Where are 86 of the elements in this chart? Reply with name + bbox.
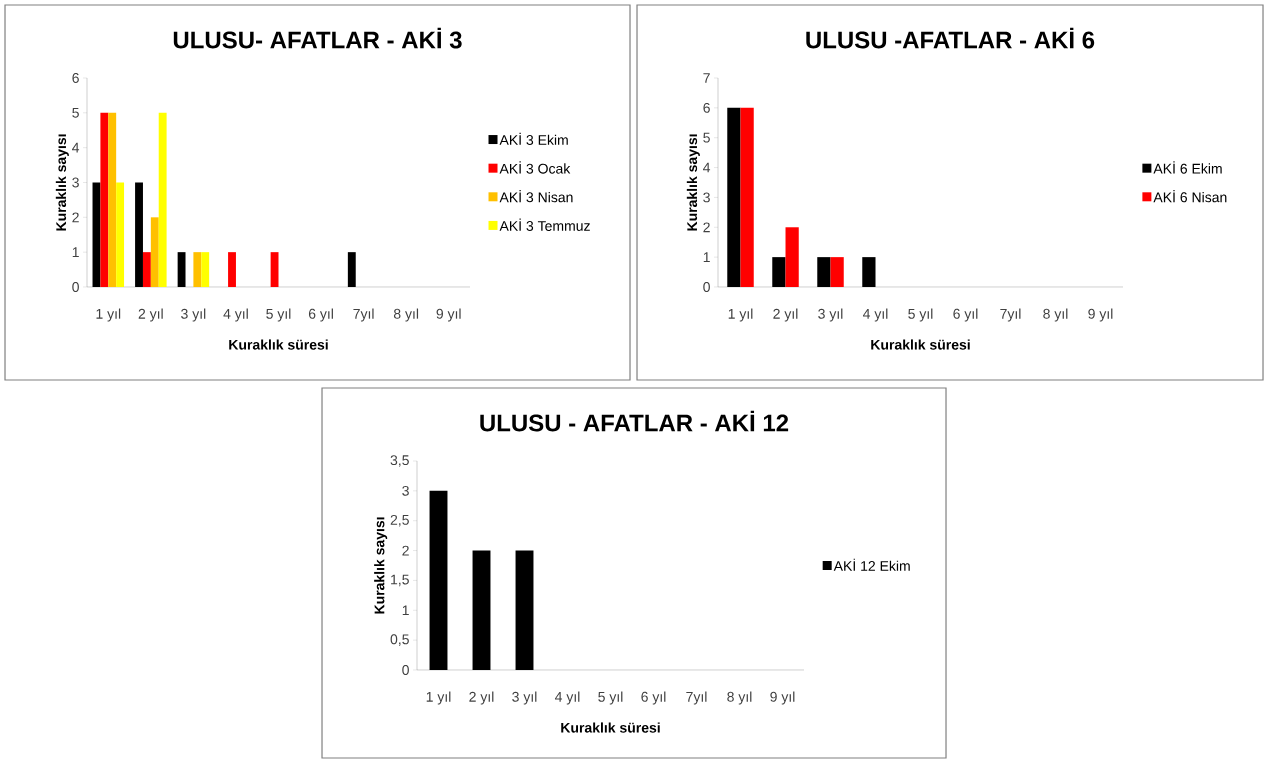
x-tick-label: 8 yıl	[1043, 308, 1068, 322]
y-tick-label: 4	[703, 162, 711, 173]
x-tick-label: 4 yıl	[863, 308, 888, 322]
y-tick-label: 6	[703, 102, 710, 113]
x-tick-label: 6 yıl	[953, 308, 978, 322]
x-tick-label: 3 yıl	[181, 308, 206, 322]
y-tick-label: 3	[72, 177, 79, 188]
x-tick-label: 2 yıl	[773, 308, 798, 322]
bar	[177, 252, 186, 287]
y-tick-label: 2	[402, 545, 409, 556]
x-tick-label: 1 yıl	[96, 308, 121, 322]
y-tick-label: 4	[72, 142, 80, 153]
x-tick-label: 5 yıl	[908, 308, 933, 322]
x-tick-label: 2 yıl	[138, 308, 163, 322]
bar	[108, 112, 117, 287]
y-tick-label: 3,5	[390, 455, 409, 467]
x-tick-label: 3 yıl	[818, 308, 843, 322]
x-axis-title: Kuraklık süresi	[229, 339, 328, 350]
bar	[201, 252, 210, 287]
x-tick-label: 4 yıl	[223, 308, 248, 322]
x-tick-label: 1 yıl	[728, 308, 753, 322]
x-tick-label: 8 yıl	[393, 308, 419, 322]
chart-title: ULUSU -AFATLAR - AKİ 6	[806, 27, 1095, 49]
x-tick-label: 5 yıl	[598, 691, 623, 705]
x-tick-label: 4 yıl	[555, 691, 580, 705]
y-tick-label: 2,5	[390, 514, 409, 527]
bar	[817, 257, 831, 287]
x-tick-label: 6 yıl	[641, 691, 666, 705]
y-tick-label: 3	[703, 192, 710, 203]
y-tick-label: 5	[72, 107, 79, 118]
y-axis-title: Kuraklık sayısı	[374, 517, 388, 614]
bar	[862, 257, 876, 287]
y-tick-label: 0	[703, 282, 710, 292]
chart-title: ULUSU - AFATLAR - AKİ 12	[480, 410, 789, 432]
y-tick-label: 0	[72, 282, 79, 292]
bar	[116, 182, 125, 287]
y-tick-label: 2	[72, 212, 79, 223]
y-tick-label: 7	[703, 73, 710, 83]
y-tick-label: 6	[72, 73, 79, 83]
bar	[270, 252, 279, 287]
y-tick-label: 3	[402, 485, 409, 496]
x-tick-label: 5 yıl	[266, 308, 291, 322]
bar	[772, 257, 786, 287]
x-tick-label: 8 yıl	[727, 691, 752, 705]
bar	[740, 107, 754, 287]
bar	[193, 252, 202, 287]
legend-label: AKİ 3 Temmuz	[499, 218, 590, 231]
x-tick-label: 2 yıl	[469, 691, 494, 705]
x-tick-label: 3 yıl	[512, 691, 537, 705]
x-tick-label: 9 yıl	[770, 691, 795, 705]
x-axis-title: Kuraklık süresi	[561, 722, 660, 733]
y-tick-label: 1	[72, 247, 79, 257]
bar	[150, 217, 159, 287]
x-tick-label: 1 yıl	[426, 691, 451, 705]
y-axis-title: Kuraklık sayısı	[686, 134, 700, 231]
x-tick-label: 7yıl	[353, 308, 374, 322]
bar	[228, 252, 236, 287]
y-tick-label: 2	[703, 222, 710, 233]
legend-label: AKİ 12 Ekim	[833, 558, 910, 571]
bar	[142, 252, 151, 287]
x-tick-label: 6 yıl	[308, 308, 333, 322]
y-tick-label: 1	[402, 605, 409, 616]
y-tick-label: 0	[402, 665, 409, 675]
bar	[727, 107, 741, 287]
legend-label: AKİ 3 Ekim	[499, 132, 568, 146]
y-tick-label: 5	[703, 132, 710, 143]
legend-label: AKİ 6 Nisan	[1153, 189, 1227, 203]
y-tick-label: 1	[703, 252, 710, 262]
y-tick-label: 1,5	[391, 574, 409, 587]
legend-label: AKİ 3 Ocak	[499, 161, 571, 174]
legend-label: AKİ 6 Ekim	[1153, 161, 1222, 174]
y-axis-title: Kuraklık sayısı	[55, 134, 69, 231]
legend-label: AKİ 3 Nisan	[499, 189, 573, 203]
bar	[830, 257, 844, 287]
x-tick-label: 7yıl	[686, 691, 707, 705]
x-axis-title: Kuraklık süresi	[871, 339, 970, 350]
chart-title: ULUSU- AFATLAR - AKİ 3	[173, 27, 462, 49]
x-tick-label: 7yıl	[1000, 308, 1021, 322]
x-tick-label: 9 yıl	[1088, 308, 1113, 322]
bar	[100, 112, 109, 287]
bar	[785, 227, 799, 287]
bar	[347, 252, 356, 287]
bar	[135, 182, 143, 287]
x-tick-label: 9 yıl	[436, 308, 461, 322]
y-tick-label: 0,5	[390, 634, 409, 646]
bar	[158, 112, 167, 287]
